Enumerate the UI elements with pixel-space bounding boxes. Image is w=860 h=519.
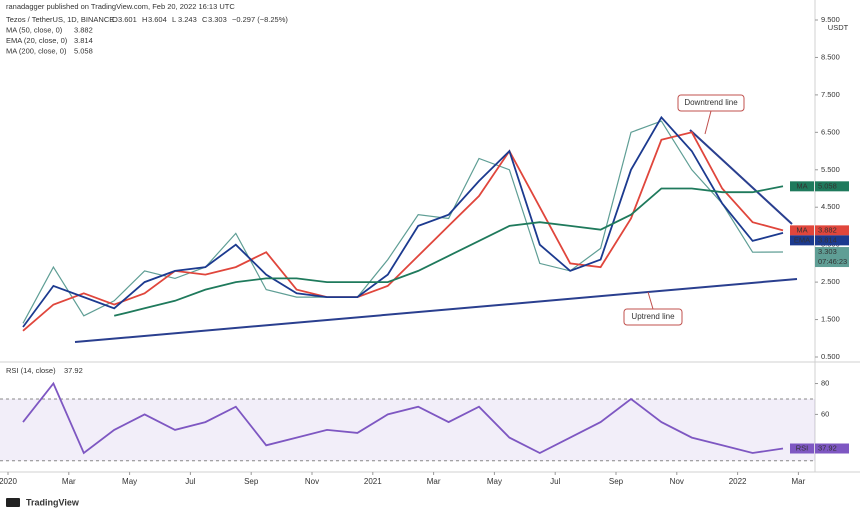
badge-tag: MA [796, 225, 807, 234]
x-tick-label: Mar [792, 477, 806, 486]
badge-tag: EMA [794, 235, 810, 244]
ohlc-label: C [202, 15, 208, 24]
legend-name: MA (50, close, 0) [6, 25, 63, 34]
ohlc-value: 3.303 [208, 15, 227, 24]
x-tick-label: Nov [305, 477, 319, 486]
x-tick-label: Mar [427, 477, 441, 486]
badge-tag-box [790, 181, 814, 192]
x-tick-label: 2022 [729, 477, 747, 486]
logo-icon [6, 498, 20, 507]
badge-value: 3.303 [818, 247, 837, 256]
x-tick-label: May [487, 477, 502, 486]
ohlc-label: L [172, 15, 176, 24]
ohlc-label: O [112, 15, 118, 24]
y-tick-label: 6.500 [821, 127, 840, 136]
legend-value: 37.92 [64, 366, 83, 375]
uptrend-line [74, 278, 798, 343]
annotation: Uptrend line [631, 312, 675, 321]
indicator-line [22, 115, 784, 328]
footer-logo: TradingView [26, 497, 80, 507]
ohlc-label: H [142, 15, 147, 24]
badge-box [815, 225, 849, 236]
legend-name: MA (200, close, 0) [6, 46, 67, 55]
ohlc-value: 3.601 [118, 15, 137, 24]
y-tick-label: 9.500 [821, 15, 840, 24]
ohlc-value: 3.604 [148, 15, 167, 24]
x-tick-label: 2021 [364, 477, 382, 486]
x-tick-label: Nov [670, 477, 684, 486]
badge-box [815, 235, 849, 246]
ohlc-value: 3.243 [178, 15, 197, 24]
change: −0.297 (−8.25%) [232, 15, 288, 24]
x-tick-label: Sep [244, 477, 259, 486]
y-tick-label: 0.500 [821, 352, 840, 361]
y-tick-label: 4.500 [821, 202, 840, 211]
countdown: 07:46:23 [818, 257, 847, 266]
legend-value: 5.058 [74, 46, 93, 55]
y-tick-label: 5.500 [821, 165, 840, 174]
x-tick-label: Jul [185, 477, 195, 486]
y-tick-label: 60 [821, 409, 829, 418]
currency: USDT [828, 23, 849, 32]
badge-tag-box [790, 443, 814, 454]
badge-value: 37.92 [818, 443, 837, 452]
badge-tag-box [790, 235, 814, 246]
price-line [22, 120, 784, 324]
rsi-band [0, 398, 815, 461]
badge-tag: MA [796, 181, 807, 190]
annotation-pointer [704, 110, 712, 135]
downtrend-line [689, 129, 793, 225]
indicator-line [22, 381, 784, 455]
x-tick-label: 2020 [0, 477, 17, 486]
y-tick-label: 8.500 [821, 52, 840, 61]
x-tick-label: Mar [62, 477, 76, 486]
legend-value: 3.882 [74, 25, 93, 34]
badge-value: 3.882 [818, 225, 837, 234]
badge-value: 5.058 [818, 181, 837, 190]
symbol: Tezos / TetherUS, 1D, BINANCE [6, 15, 114, 24]
legend-value: 3.814 [74, 36, 93, 45]
annotation-pointer [647, 291, 654, 310]
badge-tag: RSI [796, 443, 809, 452]
badge-box [815, 247, 849, 268]
badge-value: 3.814 [818, 235, 837, 244]
indicator-line [113, 185, 784, 317]
badge-box [815, 443, 849, 454]
x-tick-label: Sep [609, 477, 624, 486]
badge-box [815, 181, 849, 192]
legend-name: EMA (20, close, 0) [6, 36, 68, 45]
indicator-line [22, 131, 784, 332]
x-tick-label: May [122, 477, 137, 486]
header: ranadagger published on TradingView.com,… [6, 2, 235, 11]
y-tick-label: 2.500 [821, 277, 840, 286]
y-tick-label: 1.500 [821, 315, 840, 324]
annotation: Downtrend line [684, 98, 738, 107]
legend-name: RSI (14, close) [6, 366, 56, 375]
y-tick-label: 7.500 [821, 90, 840, 99]
x-tick-label: Jul [550, 477, 560, 486]
y-tick-label: 80 [821, 379, 829, 388]
badge-tag-box [790, 225, 814, 236]
